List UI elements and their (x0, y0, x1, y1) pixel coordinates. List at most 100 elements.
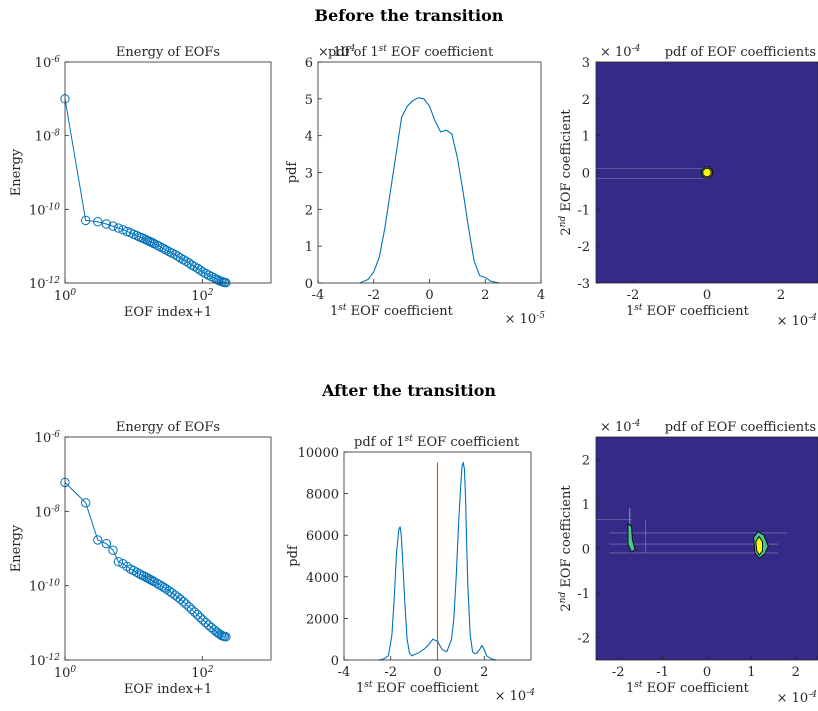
before-energy-chart-point (113, 223, 124, 233)
before-2d-pdf-chart-ytick-label: 2 (582, 93, 590, 108)
after-2d-pdf-chart-frame (595, 436, 818, 661)
before-2d-pdf-chart-ytick-label: 0 (582, 167, 590, 182)
before-energy-chart-point (93, 217, 103, 227)
after-pdf-chart-xtick-label: 2 (480, 665, 488, 680)
after-energy-chart-xlabel: EOF index+1 (124, 682, 212, 697)
before-energy-chart-point (173, 251, 183, 262)
before-2d-pdf-chart-xlabel: 1st EOF coefficient (626, 303, 750, 319)
before-2d-pdf-chart-ylabel: 2nd EOF coefficient (558, 109, 574, 236)
before-energy-chart-ylabel: Energy (9, 148, 24, 196)
before-pdf-chart-ytick-label: 0 (305, 277, 313, 292)
after-pdf-chart-frame (343, 451, 532, 661)
before-pdf-chart-ytick-label: 5 (305, 93, 313, 108)
after-pdf-chart-title: pdf of 1st EOF coefficient (354, 434, 520, 450)
before-energy-chart-series-line (64, 98, 226, 284)
before-energy-chart-point (178, 254, 189, 265)
after-energy-chart-point (195, 612, 205, 623)
before-energy-chart-point (186, 260, 197, 270)
after-pdf-chart-xtick-label: 0 (433, 665, 441, 680)
before-pdf-chart-ytick-label: 2 (305, 203, 313, 218)
after-2d-pdf-chart-ytick-label: 0 (582, 543, 590, 558)
after-energy-chart-point (175, 594, 186, 604)
after-energy-chart: Energy of EOFs EOF index+1 Energy 100 102 10-… (9, 420, 231, 697)
after-2d-pdf-chart-xtick-label: 1 (747, 665, 755, 680)
before-pdf-chart-ytick-label: 4 (305, 130, 313, 145)
before-2d-pdf-chart-x-exponent: × 10-4 (777, 313, 818, 329)
before-pdf-chart-xtick-label: -2 (367, 288, 380, 303)
after-energy-chart-point (155, 580, 165, 590)
after-2d-pdf-chart-ytick-label: 2 (582, 453, 590, 468)
before-energy-chart-ytick-label: 10-8 (35, 129, 61, 145)
before-energy-chart-ytick-label: 10-12 (29, 276, 60, 292)
after-energy-chart-point (192, 610, 203, 620)
before-energy-chart-point (189, 261, 200, 272)
after-energy-chart-point (108, 545, 118, 555)
after-energy-chart-point (184, 602, 194, 612)
after-2d-pdf-chart-title: pdf of EOF coefficients (665, 420, 816, 435)
before-2d-pdf-chart-ytick-label: 1 (582, 130, 590, 145)
after-energy-chart-point (148, 576, 158, 586)
before-pdf-chart-y-exponent: × 104 (318, 44, 356, 60)
before-energy-chart-point (159, 244, 170, 254)
after-pdf-chart-ylabel: pdf (286, 544, 301, 567)
after-energy-chart-point (113, 557, 124, 567)
after-energy-chart-point (173, 592, 183, 602)
after-energy-chart-point (159, 583, 170, 593)
before-pdf-chart-ytick-label: 6 (305, 56, 313, 71)
before-pdf-chart-xtick-label: 2 (481, 288, 489, 303)
after-2d-pdf-chart-xtick-label: 0 (703, 665, 711, 680)
before-pdf-chart-ytick-label: 1 (305, 240, 313, 255)
after-energy-chart-point (186, 604, 197, 615)
after-2d-pdf-chart-right-inner-contour (755, 535, 763, 557)
after-2d-pdf-chart-left-contour (627, 523, 636, 553)
after-2d-pdf-chart-x-exponent: × 10-4 (777, 690, 818, 706)
before-2d-pdf-chart-inner-contour (702, 167, 712, 178)
after-pdf-chart-xtick-label: -4 (338, 665, 351, 680)
after-energy-chart-point (149, 577, 160, 587)
after-energy-chart-ylabel: Energy (9, 524, 24, 572)
before-energy-chart-point (175, 253, 186, 263)
after-energy-chart-xtick-label: 100 (54, 665, 77, 681)
after-pdf-chart-ytick-label: 2000 (306, 612, 339, 627)
before-energy-chart-point (198, 267, 208, 277)
before-pdf-chart-xtick-label: 4 (537, 288, 545, 303)
before-pdf-chart: pdf of 1st EOF coefficient 1st EOF coeffi… (285, 44, 545, 327)
before-pdf-chart-xtick-label: -4 (312, 288, 325, 303)
before-energy-chart-point (203, 270, 214, 280)
before-pdf-chart-ylabel: pdf (285, 161, 300, 184)
after-2d-pdf-chart: pdf of EOF coefficients × 10-4 1st EOF coe… (558, 419, 818, 706)
after-pdf-chart-ytick-label: 0 (331, 654, 339, 669)
before-2d-pdf-chart-y-exponent: × 10-4 (600, 44, 641, 60)
before-energy-chart-point (108, 221, 118, 231)
before-2d-pdf-chart-frame (595, 61, 818, 284)
after-2d-pdf-chart-xtick-label: -2 (612, 665, 625, 680)
before-pdf-chart-x-exponent: × 10-5 (505, 311, 546, 327)
after-2d-pdf-chart-ytick-label: -2 (577, 632, 590, 647)
after-pdf-chart: pdf of 1st EOF coefficient 1st EOF coeffi… (286, 434, 535, 704)
section-title-after: After the transition (321, 381, 497, 400)
before-2d-pdf-chart-title: pdf of EOF coefficients (665, 45, 816, 60)
after-2d-pdf-chart-xtick-label: -1 (656, 665, 669, 680)
before-energy-chart-ytick-label: 10-10 (29, 202, 60, 218)
before-energy-chart-xtick-label: 100 (54, 288, 77, 304)
after-energy-chart-frame (64, 436, 272, 661)
after-energy-chart-point (131, 567, 142, 577)
after-pdf-chart-ytick-label: 8000 (306, 488, 339, 503)
after-energy-chart-ytick-label: 10-8 (35, 504, 61, 520)
after-energy-chart-point (178, 597, 189, 607)
after-energy-chart-ytick-label: 10-12 (29, 653, 60, 669)
after-energy-chart-xtick-label: 102 (191, 665, 214, 681)
before-2d-pdf-chart-xtick-label: -2 (627, 288, 640, 303)
before-2d-pdf-chart-xtick-label: 2 (777, 288, 785, 303)
before-energy-chart-point (161, 245, 172, 255)
after-energy-chart-point (201, 617, 211, 628)
before-pdf-chart-series-line (359, 97, 500, 284)
after-2d-pdf-chart-ylabel: 2nd EOF coefficient (558, 485, 574, 612)
after-energy-chart-point (101, 538, 112, 549)
before-energy-chart-xtick-label: 102 (191, 288, 214, 304)
after-2d-pdf-chart-y-exponent: × 10-4 (600, 419, 641, 435)
section-title-before: Before the transition (314, 6, 504, 25)
before-energy-chart: Energy of EOFs EOF index+1 Energy 100 102 10-… (9, 45, 231, 320)
after-energy-chart-point (221, 632, 231, 642)
